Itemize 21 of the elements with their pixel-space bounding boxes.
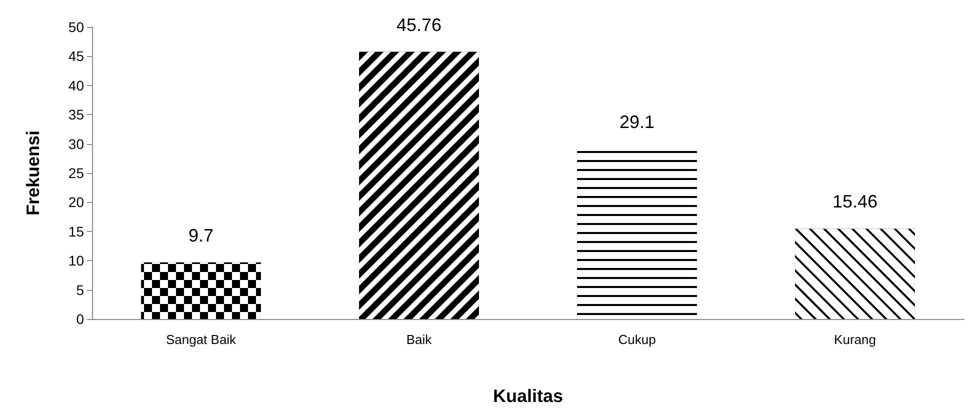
- x-tick-label: Sangat Baik: [166, 332, 237, 347]
- x-axis-title: Kualitas: [492, 386, 564, 406]
- y-tick-label: 0: [76, 311, 84, 327]
- y-tick-label: 5: [76, 282, 84, 298]
- y-tick-label: 50: [68, 19, 84, 35]
- data-label: 9.7: [188, 225, 214, 246]
- x-tick-label: Baik: [406, 332, 432, 347]
- y-tick-label: 35: [68, 106, 84, 123]
- y-axis-title: Frekuensi: [23, 130, 43, 216]
- data-label: 15.46: [832, 192, 878, 212]
- y-tick-label: 10: [68, 252, 84, 269]
- y-tick-label: 45: [68, 48, 84, 64]
- x-tick-label: Kurang: [834, 332, 876, 347]
- data-label: 45.76: [396, 14, 442, 35]
- y-tick-label: 15: [68, 223, 84, 240]
- y-tick-label: 20: [68, 194, 84, 210]
- y-tick-label: 40: [68, 77, 84, 94]
- y-tick-label: 30: [68, 136, 84, 152]
- data-label: 29.1: [619, 112, 655, 132]
- x-tick-label: Cukup: [618, 332, 656, 347]
- y-tick-label: 25: [68, 165, 84, 181]
